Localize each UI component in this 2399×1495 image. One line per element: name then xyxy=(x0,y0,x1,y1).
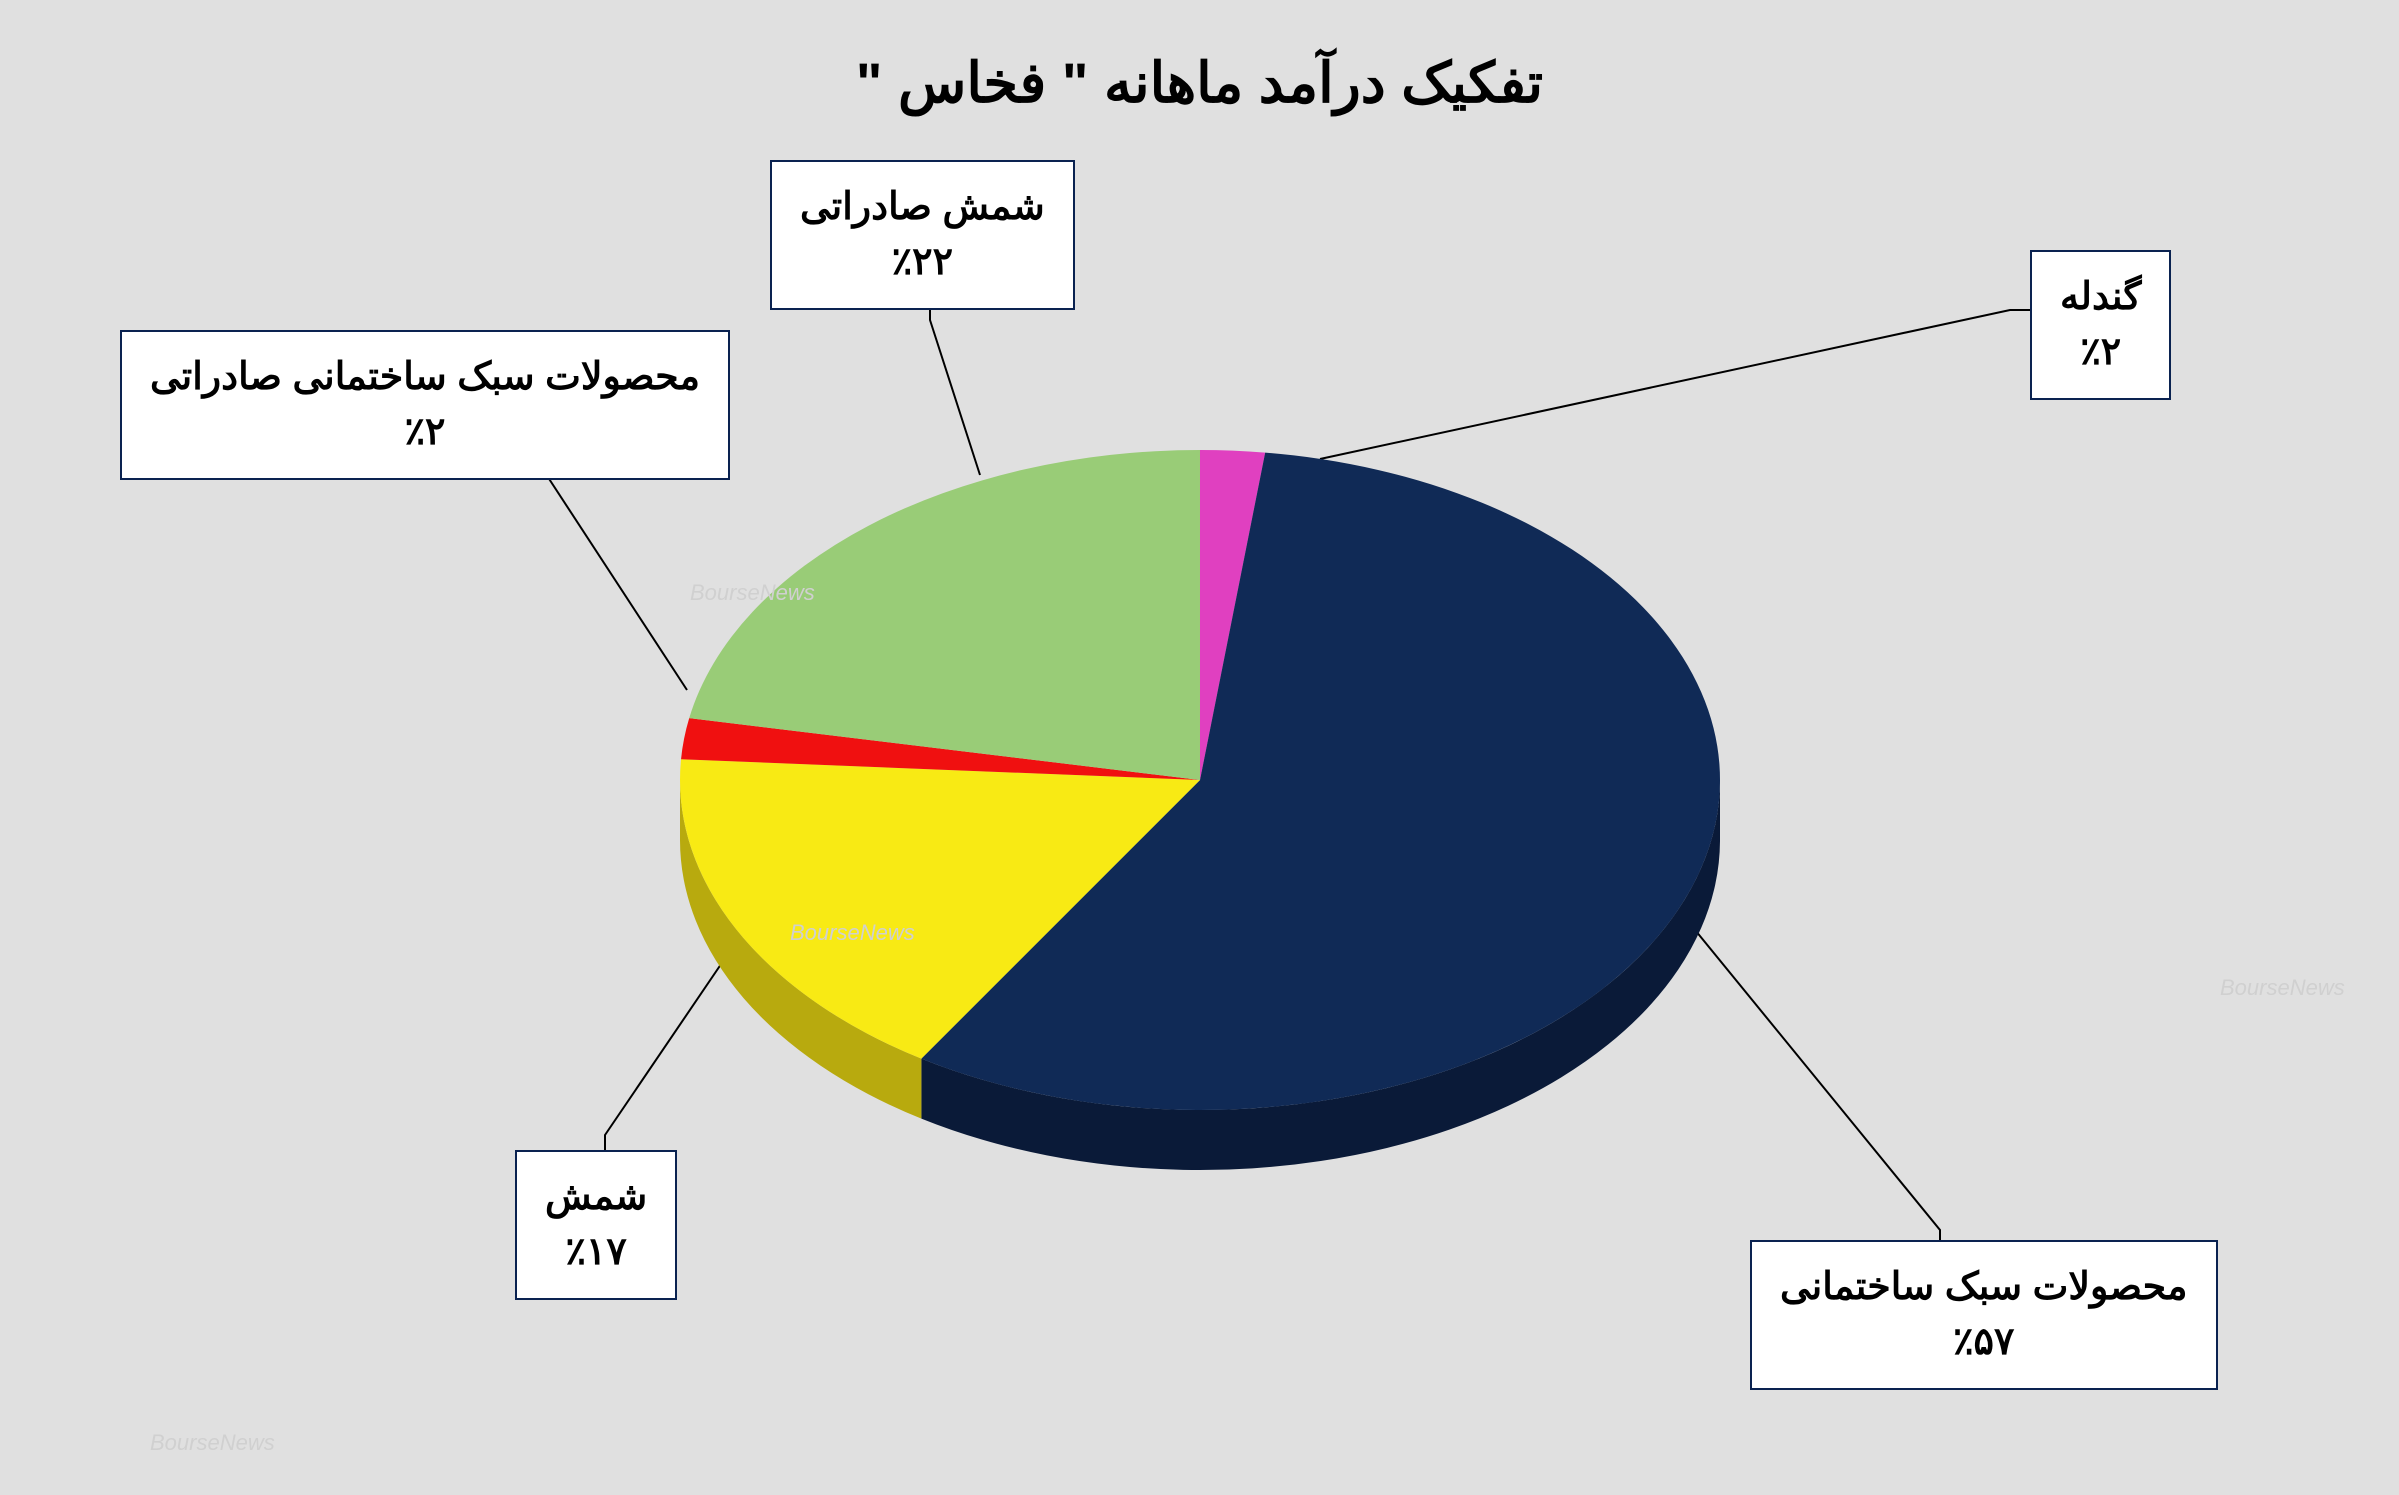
slice-label: گندله ٪۲ xyxy=(2030,250,2171,400)
pie-chart xyxy=(600,360,1800,1260)
slice-label-pct: ٪۵۷ xyxy=(1780,1315,2188,1370)
slice-label: محصولات سبک ساختمانی صادراتی ٪۲ xyxy=(120,330,730,480)
slice-label-pct: ٪۲۲ xyxy=(800,235,1045,290)
chart-title: تفکیک درآمد ماهانه " فخاس " xyxy=(0,50,2399,116)
slice-label: شمش صادراتی ٪۲۲ xyxy=(770,160,1075,310)
pie-chart-container: تفکیک درآمد ماهانه " فخاس " گندله٪۲محصول… xyxy=(0,0,2399,1495)
slice-label-pct: ٪۱۷ xyxy=(545,1225,647,1280)
slice-label-text: محصولات سبک ساختمانی صادراتی xyxy=(150,356,700,398)
slice-label: محصولات سبک ساختمانی ٪۵۷ xyxy=(1750,1240,2218,1390)
slice-label-text: محصولات سبک ساختمانی xyxy=(1780,1266,2188,1308)
slice-label-text: گندله xyxy=(2060,276,2141,318)
slice-label-pct: ٪۲ xyxy=(150,405,700,460)
slice-label-text: شمش xyxy=(545,1176,647,1218)
watermark: BourseNews xyxy=(2220,975,2345,1001)
slice-label-pct: ٪۲ xyxy=(2060,325,2141,380)
watermark: BourseNews xyxy=(150,1430,275,1456)
slice-label-text: شمش صادراتی xyxy=(800,186,1045,228)
slice-label: شمش ٪۱۷ xyxy=(515,1150,677,1300)
